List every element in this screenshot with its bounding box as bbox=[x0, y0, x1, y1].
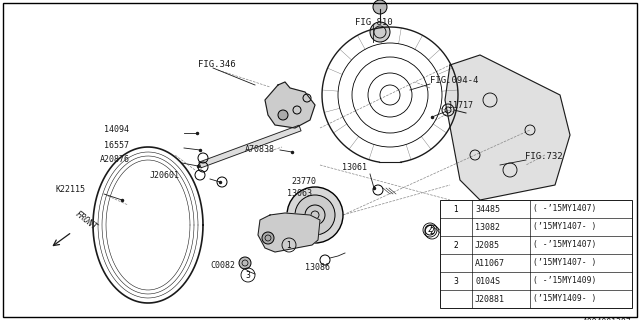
Text: (’15MY1407- ): (’15MY1407- ) bbox=[533, 222, 596, 231]
Circle shape bbox=[287, 187, 343, 243]
Polygon shape bbox=[265, 82, 315, 128]
Text: FRONT: FRONT bbox=[73, 210, 99, 232]
Polygon shape bbox=[445, 55, 570, 200]
Circle shape bbox=[370, 22, 390, 42]
Text: A094001387: A094001387 bbox=[583, 318, 632, 320]
Circle shape bbox=[295, 195, 335, 235]
Text: J2085: J2085 bbox=[475, 241, 500, 250]
Text: A20876: A20876 bbox=[100, 156, 130, 164]
Text: FIG.094-4: FIG.094-4 bbox=[430, 76, 478, 85]
Circle shape bbox=[262, 232, 274, 244]
Text: 13063: 13063 bbox=[287, 188, 312, 197]
Circle shape bbox=[278, 110, 288, 120]
Text: J20601: J20601 bbox=[150, 171, 180, 180]
Text: 2: 2 bbox=[454, 241, 458, 250]
Polygon shape bbox=[258, 213, 320, 252]
Text: 3: 3 bbox=[454, 276, 458, 285]
Text: 14094: 14094 bbox=[104, 125, 129, 134]
Text: A11067: A11067 bbox=[475, 259, 505, 268]
Text: 0104S: 0104S bbox=[475, 276, 500, 285]
Polygon shape bbox=[199, 125, 301, 168]
Text: 11717: 11717 bbox=[448, 101, 473, 110]
Text: 13082: 13082 bbox=[475, 222, 500, 231]
Text: 16557: 16557 bbox=[104, 140, 129, 149]
Text: 2: 2 bbox=[429, 228, 435, 236]
Text: 34485: 34485 bbox=[475, 204, 500, 213]
Text: C0082: C0082 bbox=[210, 260, 235, 269]
Circle shape bbox=[373, 0, 387, 14]
Text: 2: 2 bbox=[428, 226, 433, 235]
Text: ( -’15MY1409): ( -’15MY1409) bbox=[533, 276, 596, 285]
Text: ( -’15MY1407): ( -’15MY1407) bbox=[533, 241, 596, 250]
Text: (’15MY1407- ): (’15MY1407- ) bbox=[533, 259, 596, 268]
Text: 3: 3 bbox=[246, 270, 250, 279]
Circle shape bbox=[239, 257, 251, 269]
Text: 13086: 13086 bbox=[305, 263, 330, 273]
Bar bbox=[440, 200, 632, 308]
Text: K22115: K22115 bbox=[55, 186, 85, 195]
Text: FIG.732: FIG.732 bbox=[525, 152, 563, 161]
Text: A70838: A70838 bbox=[245, 145, 275, 154]
Text: 1: 1 bbox=[454, 204, 458, 213]
Text: 13061: 13061 bbox=[342, 164, 367, 172]
Text: FIG.346: FIG.346 bbox=[198, 60, 236, 69]
Text: ( -’15MY1407): ( -’15MY1407) bbox=[533, 204, 596, 213]
Text: (’15MY1409- ): (’15MY1409- ) bbox=[533, 294, 596, 303]
Text: 1: 1 bbox=[287, 241, 291, 250]
Text: 23770: 23770 bbox=[291, 177, 316, 186]
Text: FIG.810: FIG.810 bbox=[355, 18, 392, 27]
Text: J20881: J20881 bbox=[475, 294, 505, 303]
